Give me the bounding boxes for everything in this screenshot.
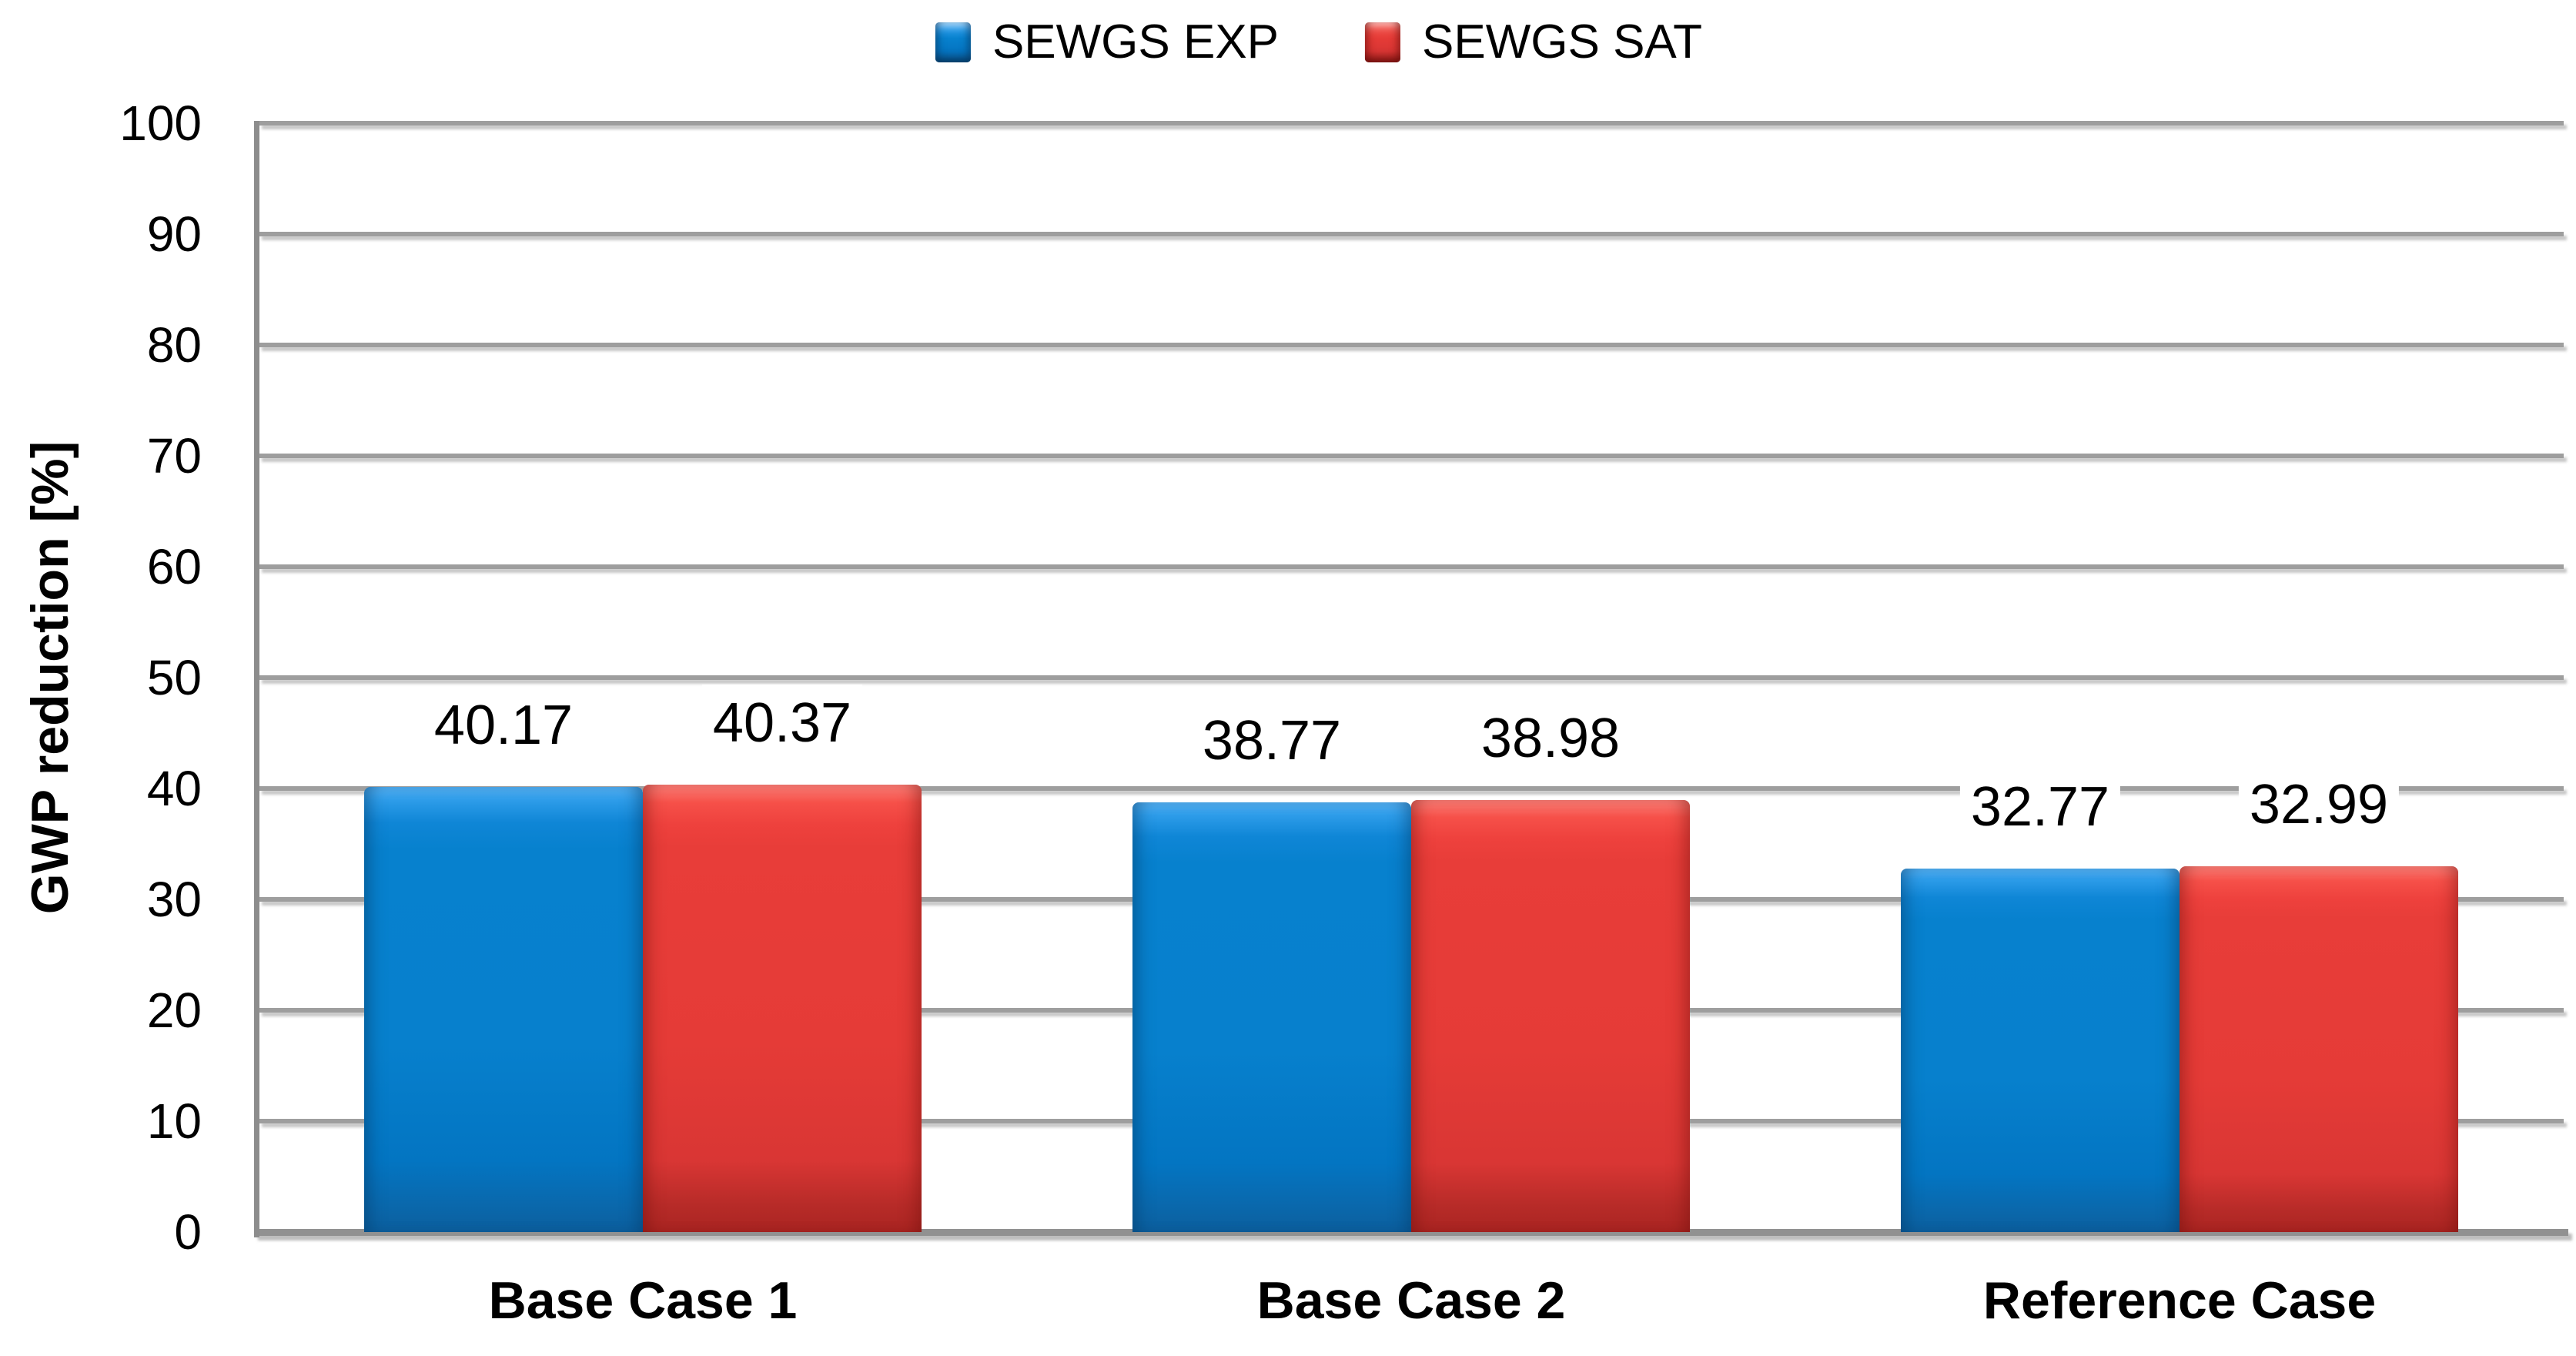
gridline-50 bbox=[259, 675, 2564, 680]
legend-label-sewgs-exp: SEWGS EXP bbox=[992, 15, 1280, 69]
legend-marker-sewgs-sat-icon bbox=[1365, 22, 1401, 62]
data-label-sewgs-sat-base-case-1: 40.37 bbox=[701, 685, 863, 762]
data-label-sewgs-exp-base-case-1: 40.17 bbox=[423, 687, 584, 764]
bar-sewgs-sat-base-case-2 bbox=[1411, 800, 1690, 1232]
legend-marker-sewgs-exp-icon bbox=[935, 22, 971, 62]
gridline-70 bbox=[259, 454, 2564, 458]
category-label-base-case-1: Base Case 1 bbox=[488, 1271, 798, 1330]
y-tick-label-80: 80 bbox=[146, 317, 202, 373]
y-tick-label-30: 30 bbox=[146, 872, 202, 927]
category-label-reference-case: Reference Case bbox=[1982, 1271, 2377, 1330]
gridline-60 bbox=[259, 564, 2564, 569]
gridline-90 bbox=[259, 232, 2564, 236]
data-label-sewgs-sat-reference-case: 32.99 bbox=[2238, 766, 2400, 843]
data-label-sewgs-exp-reference-case: 32.77 bbox=[1959, 768, 2121, 845]
legend-item-sewgs-exp: SEWGS EXP bbox=[935, 18, 1279, 66]
y-tick-label-20: 20 bbox=[146, 983, 202, 1038]
bar-sewgs-exp-reference-case bbox=[1901, 869, 2180, 1232]
y-tick-label-70: 70 bbox=[146, 428, 202, 484]
y-tick-label-10: 10 bbox=[146, 1093, 202, 1149]
data-label-sewgs-sat-base-case-2: 38.98 bbox=[1470, 700, 1631, 777]
gridline-80 bbox=[259, 343, 2564, 347]
y-axis-line bbox=[254, 121, 259, 1237]
x-axis-line bbox=[254, 1229, 2568, 1236]
legend-item-sewgs-sat: SEWGS SAT bbox=[1365, 18, 1702, 66]
y-tick-label-50: 50 bbox=[146, 650, 202, 705]
y-tick-label-100: 100 bbox=[119, 95, 202, 151]
category-label-base-case-2: Base Case 2 bbox=[1256, 1271, 1566, 1330]
chart-legend: SEWGS EXP SEWGS SAT bbox=[935, 18, 1702, 66]
y-tick-label-60: 60 bbox=[146, 539, 202, 594]
bar-sewgs-exp-base-case-2 bbox=[1132, 802, 1411, 1232]
data-label-sewgs-exp-base-case-2: 38.77 bbox=[1191, 702, 1353, 779]
legend-label-sewgs-sat: SEWGS SAT bbox=[1422, 15, 1703, 69]
gridline-40 bbox=[259, 786, 2564, 791]
bar-sewgs-sat-base-case-1 bbox=[643, 785, 922, 1232]
y-tick-label-90: 90 bbox=[146, 206, 202, 262]
bar-sewgs-sat-reference-case bbox=[2180, 866, 2458, 1232]
bar-sewgs-exp-base-case-1 bbox=[364, 787, 643, 1232]
gridline-100 bbox=[259, 121, 2564, 126]
y-tick-label-0: 0 bbox=[174, 1204, 202, 1260]
y-tick-label-40: 40 bbox=[146, 761, 202, 816]
